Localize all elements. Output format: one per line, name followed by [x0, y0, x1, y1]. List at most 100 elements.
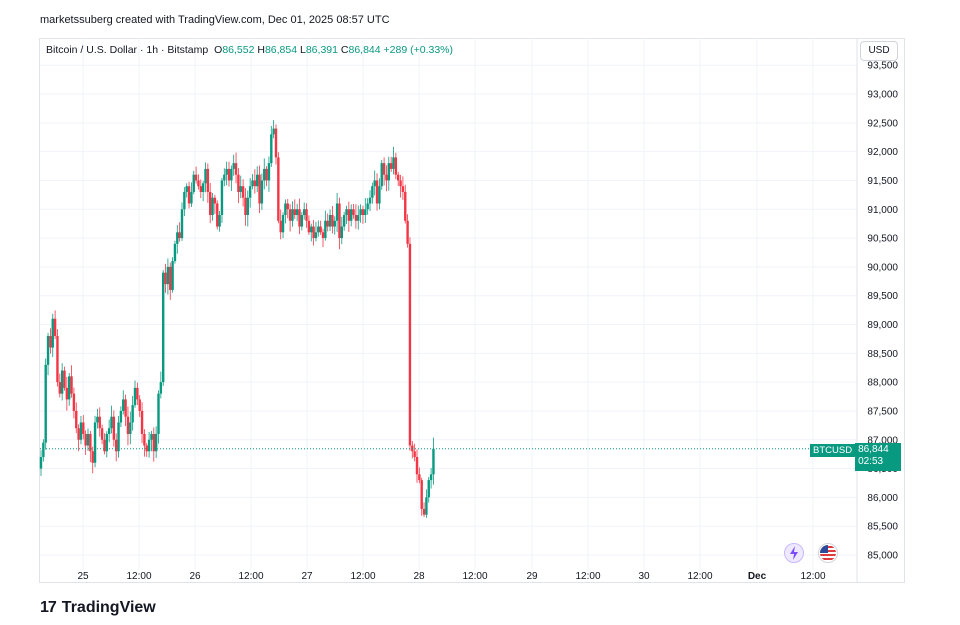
candle-body: [387, 163, 390, 181]
candle-body: [432, 448, 435, 475]
price-tag-countdown: 02:53: [858, 456, 884, 467]
candle-body: [91, 451, 94, 463]
y-tick-label: 90,500: [867, 234, 898, 245]
candle-body: [427, 480, 430, 498]
candle-body: [173, 243, 177, 262]
candle-body: [321, 232, 325, 239]
lightning-event-icon[interactable]: [784, 543, 804, 563]
candle-body: [162, 272, 165, 383]
currency-button[interactable]: USD: [860, 41, 898, 61]
candle-body: [267, 163, 271, 181]
candle-body: [190, 191, 193, 204]
price-tag-symbol: BTCUSD: [810, 444, 856, 457]
logo-wordmark: TradingView: [61, 599, 156, 616]
candle-body: [300, 215, 304, 227]
symbol-line: Bitcoin / U.S. Dollar · 1h · Bitstamp: [46, 44, 209, 56]
candle-body: [279, 220, 282, 233]
candle-body: [206, 168, 210, 192]
y-tick-label: 92,000: [867, 147, 898, 158]
candle-body: [232, 163, 235, 169]
close-label: C: [340, 44, 349, 56]
us-flag-icon[interactable]: [818, 543, 838, 563]
candle-body: [129, 422, 132, 434]
candle-body: [42, 442, 45, 458]
candle-body: [326, 220, 329, 227]
y-tick-label: 87,000: [867, 435, 898, 446]
candle-body: [399, 180, 402, 187]
candle-body: [246, 197, 249, 216]
candle-body: [136, 387, 139, 400]
y-tick-label: 92,500: [867, 118, 898, 129]
candle-body: [154, 433, 158, 452]
candle-body: [375, 180, 379, 204]
candle-body: [56, 336, 59, 383]
candle-body: [248, 186, 252, 198]
candle-body: [166, 266, 170, 285]
candle-body: [140, 410, 144, 434]
candle-body: [164, 272, 167, 285]
candle-body: [68, 376, 71, 400]
candle-body: [251, 180, 254, 187]
candle-body: [213, 197, 217, 204]
candle-body: [192, 174, 195, 192]
x-tick-label: 12:00: [238, 571, 263, 582]
candle-body: [131, 405, 134, 423]
candle-body: [340, 226, 343, 239]
candle-body: [157, 393, 160, 434]
candle-body: [103, 439, 106, 452]
candle-body: [237, 174, 240, 192]
candle-body: [147, 439, 151, 452]
candle-body: [65, 387, 69, 400]
candle-body: [401, 186, 405, 192]
candle-body: [72, 393, 76, 411]
candle-body: [169, 266, 172, 290]
candle-body: [98, 416, 101, 429]
candle-body: [389, 163, 393, 169]
candle-body: [105, 433, 108, 452]
low-label: L: [300, 44, 306, 56]
candle-body: [159, 382, 163, 394]
low-value: 86,391: [305, 44, 338, 56]
candle-body: [270, 134, 273, 164]
candle-body: [314, 232, 318, 239]
chart-frame[interactable]: [39, 38, 905, 583]
y-tick-label: 91,000: [867, 205, 898, 216]
candle-body: [385, 174, 388, 181]
candle-body: [312, 226, 315, 239]
high-value: 86,854: [264, 44, 298, 56]
candle-body: [382, 163, 386, 175]
candle-body: [145, 445, 148, 452]
candle-body: [281, 215, 285, 233]
candle-body: [197, 180, 200, 187]
y-tick-label: 93,500: [867, 61, 898, 72]
candle-body: [96, 416, 99, 423]
candle-body: [100, 428, 104, 440]
candle-body: [82, 422, 85, 434]
candle-body: [380, 163, 383, 187]
candle-body: [143, 433, 146, 446]
x-tick-label: 30: [638, 571, 650, 582]
candle-body: [117, 422, 120, 452]
candle-body: [364, 209, 367, 216]
candle-body: [53, 318, 57, 337]
open-value: 86,552: [222, 44, 255, 56]
candle-body: [303, 209, 306, 216]
candle-body: [394, 157, 398, 175]
candle-body: [239, 186, 242, 192]
candle-body: [150, 433, 153, 440]
candle-body: [378, 186, 381, 204]
candle-body: [368, 197, 372, 204]
candle-body: [359, 209, 362, 216]
tradingview-logo: 17 TradingView: [40, 599, 156, 617]
x-tick-label: 26: [189, 571, 201, 582]
candle-body: [342, 215, 346, 227]
candle-body: [253, 180, 257, 187]
candle-body: [272, 128, 275, 135]
x-tick-label: 25: [77, 571, 89, 582]
candle-body: [352, 209, 355, 216]
candle-body: [44, 364, 47, 443]
candle-body: [218, 215, 221, 227]
candle-body: [429, 474, 433, 481]
candle-body: [230, 168, 233, 181]
